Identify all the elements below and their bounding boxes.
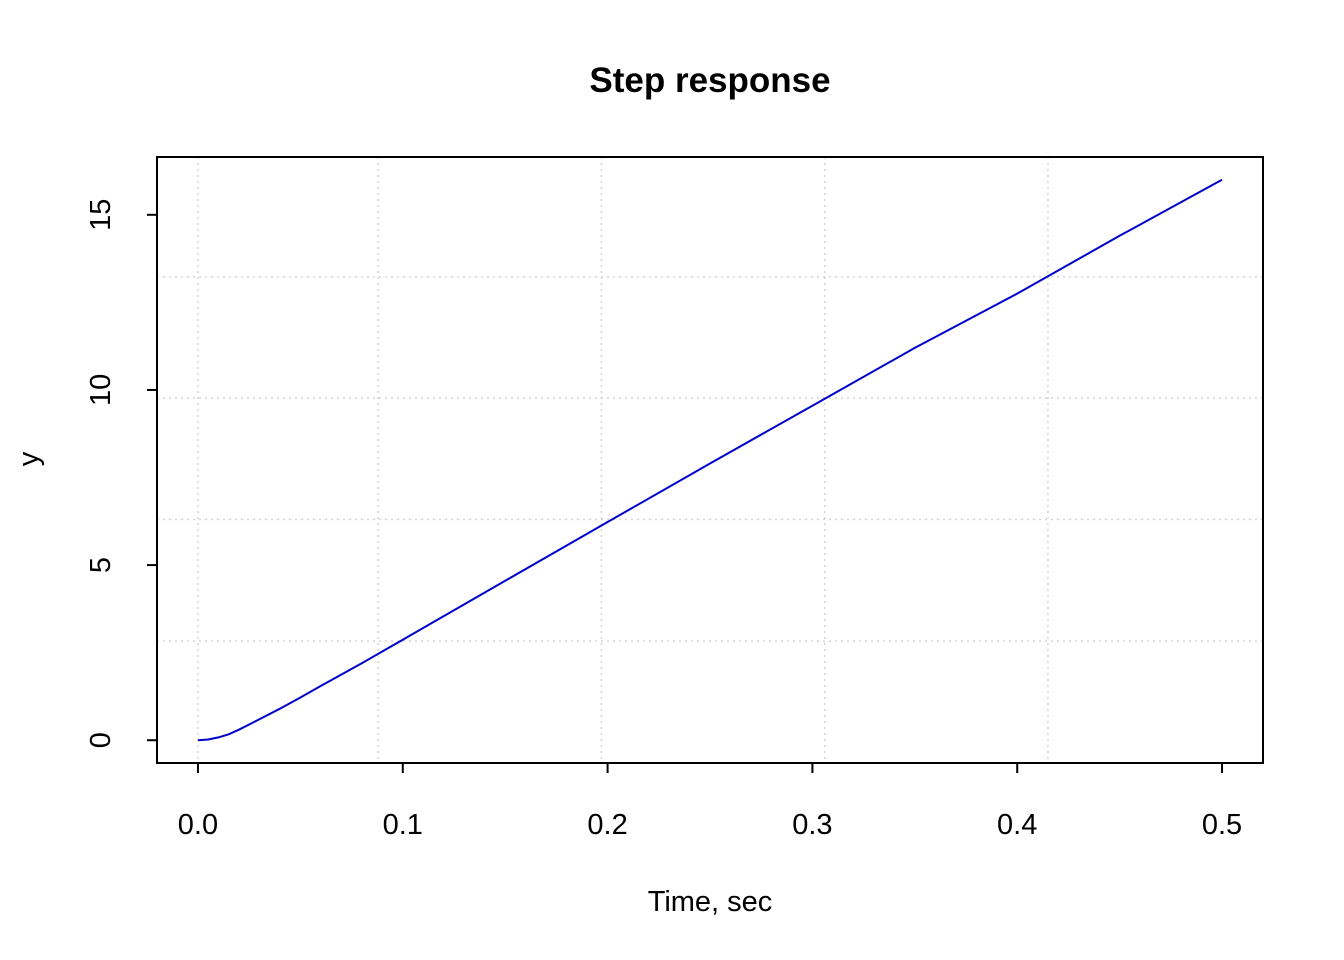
x-tick-label-3: 0.3	[792, 809, 832, 841]
y-axis-label: y	[13, 451, 45, 466]
y-tick-label-0: 0	[85, 732, 117, 748]
x-axis-label: Time, sec	[648, 886, 773, 918]
y-tick-label-2: 10	[85, 374, 117, 406]
x-tick-label-4: 0.4	[997, 809, 1037, 841]
x-tick-label-5: 0.5	[1202, 809, 1242, 841]
x-tick-label-1: 0.1	[383, 809, 423, 841]
x-tick-label-0: 0.0	[178, 809, 218, 841]
grid-lines	[157, 157, 1263, 763]
y-tick-label-1: 5	[85, 557, 117, 573]
y-axis: 0 5 10 15	[85, 199, 158, 748]
x-axis: 0.0 0.1 0.2 0.3 0.4 0.5	[178, 762, 1242, 841]
series-layer	[197, 178, 1223, 742]
chart-title: Step response	[589, 61, 830, 100]
x-tick-label-2: 0.2	[587, 809, 627, 841]
series-line-0	[197, 178, 1223, 742]
y-tick-label-3: 15	[85, 199, 117, 231]
